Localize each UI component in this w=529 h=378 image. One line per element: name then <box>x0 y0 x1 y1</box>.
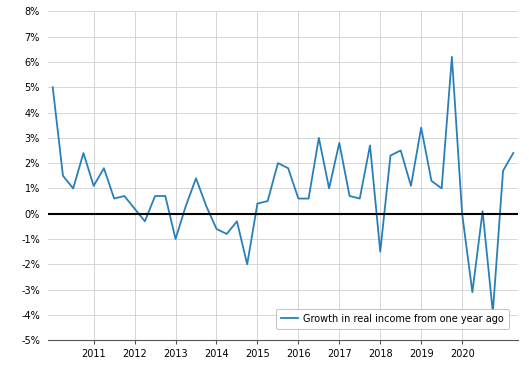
Line: Growth in real income from one year ago: Growth in real income from one year ago <box>53 57 513 312</box>
Growth in real income from one year ago <box>469 290 476 294</box>
Growth in real income from one year ago <box>295 196 302 201</box>
Growth in real income from one year ago <box>244 262 250 266</box>
Growth in real income from one year ago <box>479 209 486 214</box>
Growth in real income from one year ago <box>387 153 394 158</box>
Growth in real income from one year ago <box>234 219 240 223</box>
Growth in real income from one year ago <box>264 199 271 203</box>
Growth in real income from one year ago <box>418 125 424 130</box>
Growth in real income from one year ago <box>90 184 97 188</box>
Growth in real income from one year ago <box>254 201 261 206</box>
Growth in real income from one year ago <box>428 178 435 183</box>
Growth in real income from one year ago <box>500 169 506 173</box>
Growth in real income from one year ago <box>183 204 189 208</box>
Growth in real income from one year ago <box>439 186 445 191</box>
Growth in real income from one year ago <box>316 136 322 140</box>
Growth in real income from one year ago <box>193 176 199 181</box>
Growth in real income from one year ago <box>336 141 342 145</box>
Growth in real income from one year ago <box>224 232 230 236</box>
Growth in real income from one year ago <box>213 227 220 231</box>
Growth in real income from one year ago <box>111 196 117 201</box>
Growth in real income from one year ago <box>305 196 312 201</box>
Growth in real income from one year ago <box>490 310 496 314</box>
Growth in real income from one year ago <box>397 148 404 153</box>
Growth in real income from one year ago <box>346 194 353 198</box>
Growth in real income from one year ago <box>459 211 466 216</box>
Growth in real income from one year ago <box>449 54 455 59</box>
Growth in real income from one year ago <box>172 237 179 241</box>
Growth in real income from one year ago <box>131 206 138 211</box>
Growth in real income from one year ago <box>60 174 66 178</box>
Legend: Growth in real income from one year ago: Growth in real income from one year ago <box>276 309 509 329</box>
Growth in real income from one year ago <box>408 184 414 188</box>
Growth in real income from one year ago <box>152 194 158 198</box>
Growth in real income from one year ago <box>203 204 209 208</box>
Growth in real income from one year ago <box>367 143 373 148</box>
Growth in real income from one year ago <box>357 196 363 201</box>
Growth in real income from one year ago <box>162 194 168 198</box>
Growth in real income from one year ago <box>70 186 76 191</box>
Growth in real income from one year ago <box>121 194 127 198</box>
Growth in real income from one year ago <box>510 151 516 155</box>
Growth in real income from one year ago <box>101 166 107 170</box>
Growth in real income from one year ago <box>377 249 384 254</box>
Growth in real income from one year ago <box>285 166 291 170</box>
Growth in real income from one year ago <box>142 219 148 223</box>
Growth in real income from one year ago <box>275 161 281 166</box>
Growth in real income from one year ago <box>326 186 332 191</box>
Growth in real income from one year ago <box>50 85 56 90</box>
Growth in real income from one year ago <box>80 151 87 155</box>
